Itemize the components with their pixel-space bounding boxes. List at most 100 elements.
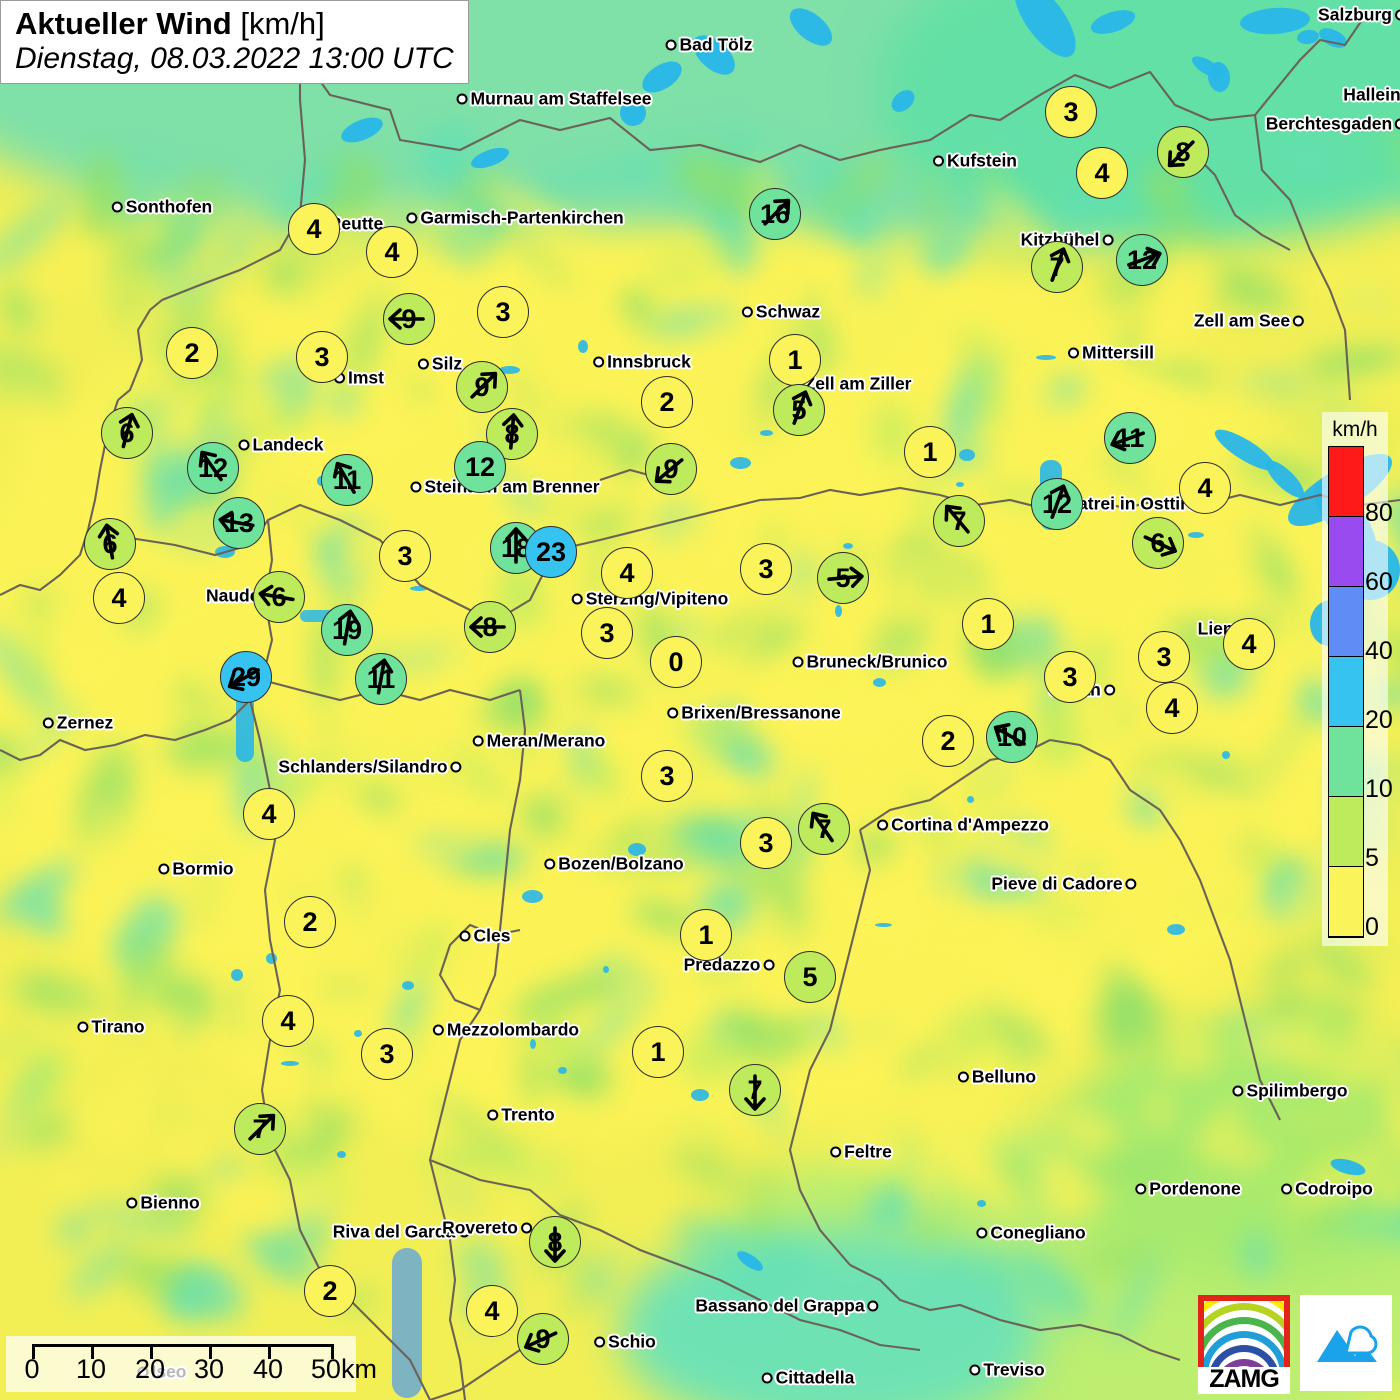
wind-value-circle: 12: [187, 442, 239, 494]
title-text: Aktueller Wind: [15, 6, 232, 41]
wind-station-marker[interactable]: 8: [1157, 126, 1209, 178]
wind-station-marker[interactable]: 4: [1179, 462, 1231, 514]
wind-value-circle: 5: [784, 951, 836, 1003]
wind-station-marker[interactable]: 7: [798, 803, 850, 855]
wind-station-marker[interactable]: 13: [213, 497, 265, 549]
wind-station-marker[interactable]: 3: [1044, 651, 1096, 703]
wind-value-circle: 19: [321, 604, 373, 656]
wind-station-marker[interactable]: 6: [101, 407, 153, 459]
wind-value-circle: 2: [922, 715, 974, 767]
wind-station-marker[interactable]: 11: [1104, 412, 1156, 464]
wind-station-marker[interactable]: 3: [740, 543, 792, 595]
wind-station-marker[interactable]: 6: [253, 571, 305, 623]
wind-station-marker[interactable]: 3: [379, 530, 431, 582]
wind-station-marker[interactable]: 2: [284, 896, 336, 948]
title-unit: [km/h]: [240, 6, 325, 41]
wind-station-marker[interactable]: 2: [166, 327, 218, 379]
wind-station-marker[interactable]: 4: [1223, 618, 1275, 670]
wind-station-marker[interactable]: 3: [641, 750, 693, 802]
wind-station-marker[interactable]: 5: [817, 552, 869, 604]
wind-station-marker[interactable]: 5: [784, 951, 836, 1003]
wind-station-marker[interactable]: 4: [1076, 147, 1128, 199]
zamg-logo-text: ZAMG: [1209, 1365, 1280, 1393]
wind-value-circle: 4: [243, 788, 295, 840]
wind-station-marker[interactable]: 4: [93, 572, 145, 624]
legend-band: [1329, 587, 1363, 657]
scale-label: 0: [24, 1354, 40, 1384]
wind-value-circle: 4: [1076, 147, 1128, 199]
wind-value-circle: 6: [84, 518, 136, 570]
wind-value-circle: 4: [1179, 462, 1231, 514]
wind-station-marker[interactable]: 12: [187, 442, 239, 494]
wind-station-marker[interactable]: 4: [366, 226, 418, 278]
wind-value-circle: 7: [933, 495, 985, 547]
wind-station-marker[interactable]: 3: [361, 1028, 413, 1080]
wind-station-marker[interactable]: 12: [1116, 234, 1168, 286]
legend-tick-label: 20: [1365, 706, 1393, 735]
wind-station-marker[interactable]: 8: [464, 601, 516, 653]
legend-band: [1329, 517, 1363, 587]
wind-station-marker[interactable]: 23: [525, 526, 577, 578]
wind-value-circle: 12: [1116, 234, 1168, 286]
wind-station-marker[interactable]: 0: [650, 636, 702, 688]
wind-station-marker[interactable]: 1: [962, 598, 1014, 650]
wind-station-marker[interactable]: 3: [740, 817, 792, 869]
wind-station-marker[interactable]: 4: [601, 547, 653, 599]
zamg-logo[interactable]: ZAMG: [1198, 1295, 1290, 1394]
wind-station-marker[interactable]: 4: [243, 788, 295, 840]
wind-station-marker[interactable]: 1: [632, 1026, 684, 1078]
wind-station-marker[interactable]: 12: [454, 441, 506, 493]
scale-bar: 0 10 20 30 40 50km: [6, 1336, 377, 1392]
legend-tick-label: 10: [1365, 775, 1393, 804]
wind-station-marker[interactable]: 19: [321, 604, 373, 656]
wind-station-marker[interactable]: 2: [304, 1265, 356, 1317]
wind-station-marker[interactable]: 6: [84, 518, 136, 570]
wind-station-marker[interactable]: 1: [904, 426, 956, 478]
wind-value-circle: 13: [213, 497, 265, 549]
wind-value-circle: 3: [1138, 631, 1190, 683]
wind-value-circle: 9: [645, 443, 697, 495]
wind-station-marker[interactable]: 1: [769, 334, 821, 386]
wind-station-marker[interactable]: 3: [296, 331, 348, 383]
wind-station-marker[interactable]: 3: [1045, 86, 1097, 138]
wind-station-marker[interactable]: 5: [773, 384, 825, 436]
wind-station-marker[interactable]: 3: [581, 607, 633, 659]
wind-station-marker[interactable]: 11: [321, 454, 373, 506]
wind-station-marker[interactable]: 1: [680, 909, 732, 961]
wind-station-marker[interactable]: 2: [922, 715, 974, 767]
wind-station-marker[interactable]: 4: [262, 995, 314, 1047]
wind-value-circle: 2: [284, 896, 336, 948]
wind-value-circle: 6: [1132, 517, 1184, 569]
wind-station-marker[interactable]: 29: [220, 651, 272, 703]
legend-unit-label: km/h: [1332, 418, 1378, 441]
wind-station-marker[interactable]: 16: [749, 188, 801, 240]
wind-value-circle: 3: [1044, 651, 1096, 703]
wind-value-circle: 3: [1045, 86, 1097, 138]
wind-station-marker[interactable]: 7: [234, 1103, 286, 1155]
wind-station-marker[interactable]: 7: [933, 495, 985, 547]
wind-value-circle: 2: [166, 327, 218, 379]
wind-station-marker[interactable]: 11: [355, 653, 407, 705]
wind-station-marker[interactable]: 4: [1146, 682, 1198, 734]
wind-station-marker[interactable]: 9: [456, 361, 508, 413]
wind-station-marker[interactable]: 9: [383, 293, 435, 345]
wind-station-marker[interactable]: 2: [641, 376, 693, 428]
geosphere-logo[interactable]: [1300, 1295, 1392, 1391]
wind-value-circle: 23: [525, 526, 577, 578]
wind-value-circle: 4: [262, 995, 314, 1047]
wind-station-marker[interactable]: 6: [1132, 517, 1184, 569]
wind-station-marker[interactable]: 10: [986, 711, 1038, 763]
legend-tick-label: 80: [1365, 499, 1393, 528]
wind-value-circle: 3: [477, 286, 529, 338]
wind-station-marker[interactable]: 9: [517, 1313, 569, 1365]
wind-station-marker[interactable]: 7: [1031, 241, 1083, 293]
wind-station-marker[interactable]: 7: [729, 1064, 781, 1116]
wind-station-marker[interactable]: 3: [477, 286, 529, 338]
wind-station-marker[interactable]: 4: [288, 203, 340, 255]
wind-station-marker[interactable]: 12: [1031, 478, 1083, 530]
wind-station-marker[interactable]: 4: [466, 1285, 518, 1337]
wind-station-marker[interactable]: 3: [1138, 631, 1190, 683]
wind-station-marker[interactable]: 9: [645, 443, 697, 495]
wind-value-circle: 7: [1031, 241, 1083, 293]
wind-station-marker[interactable]: 8: [529, 1216, 581, 1268]
